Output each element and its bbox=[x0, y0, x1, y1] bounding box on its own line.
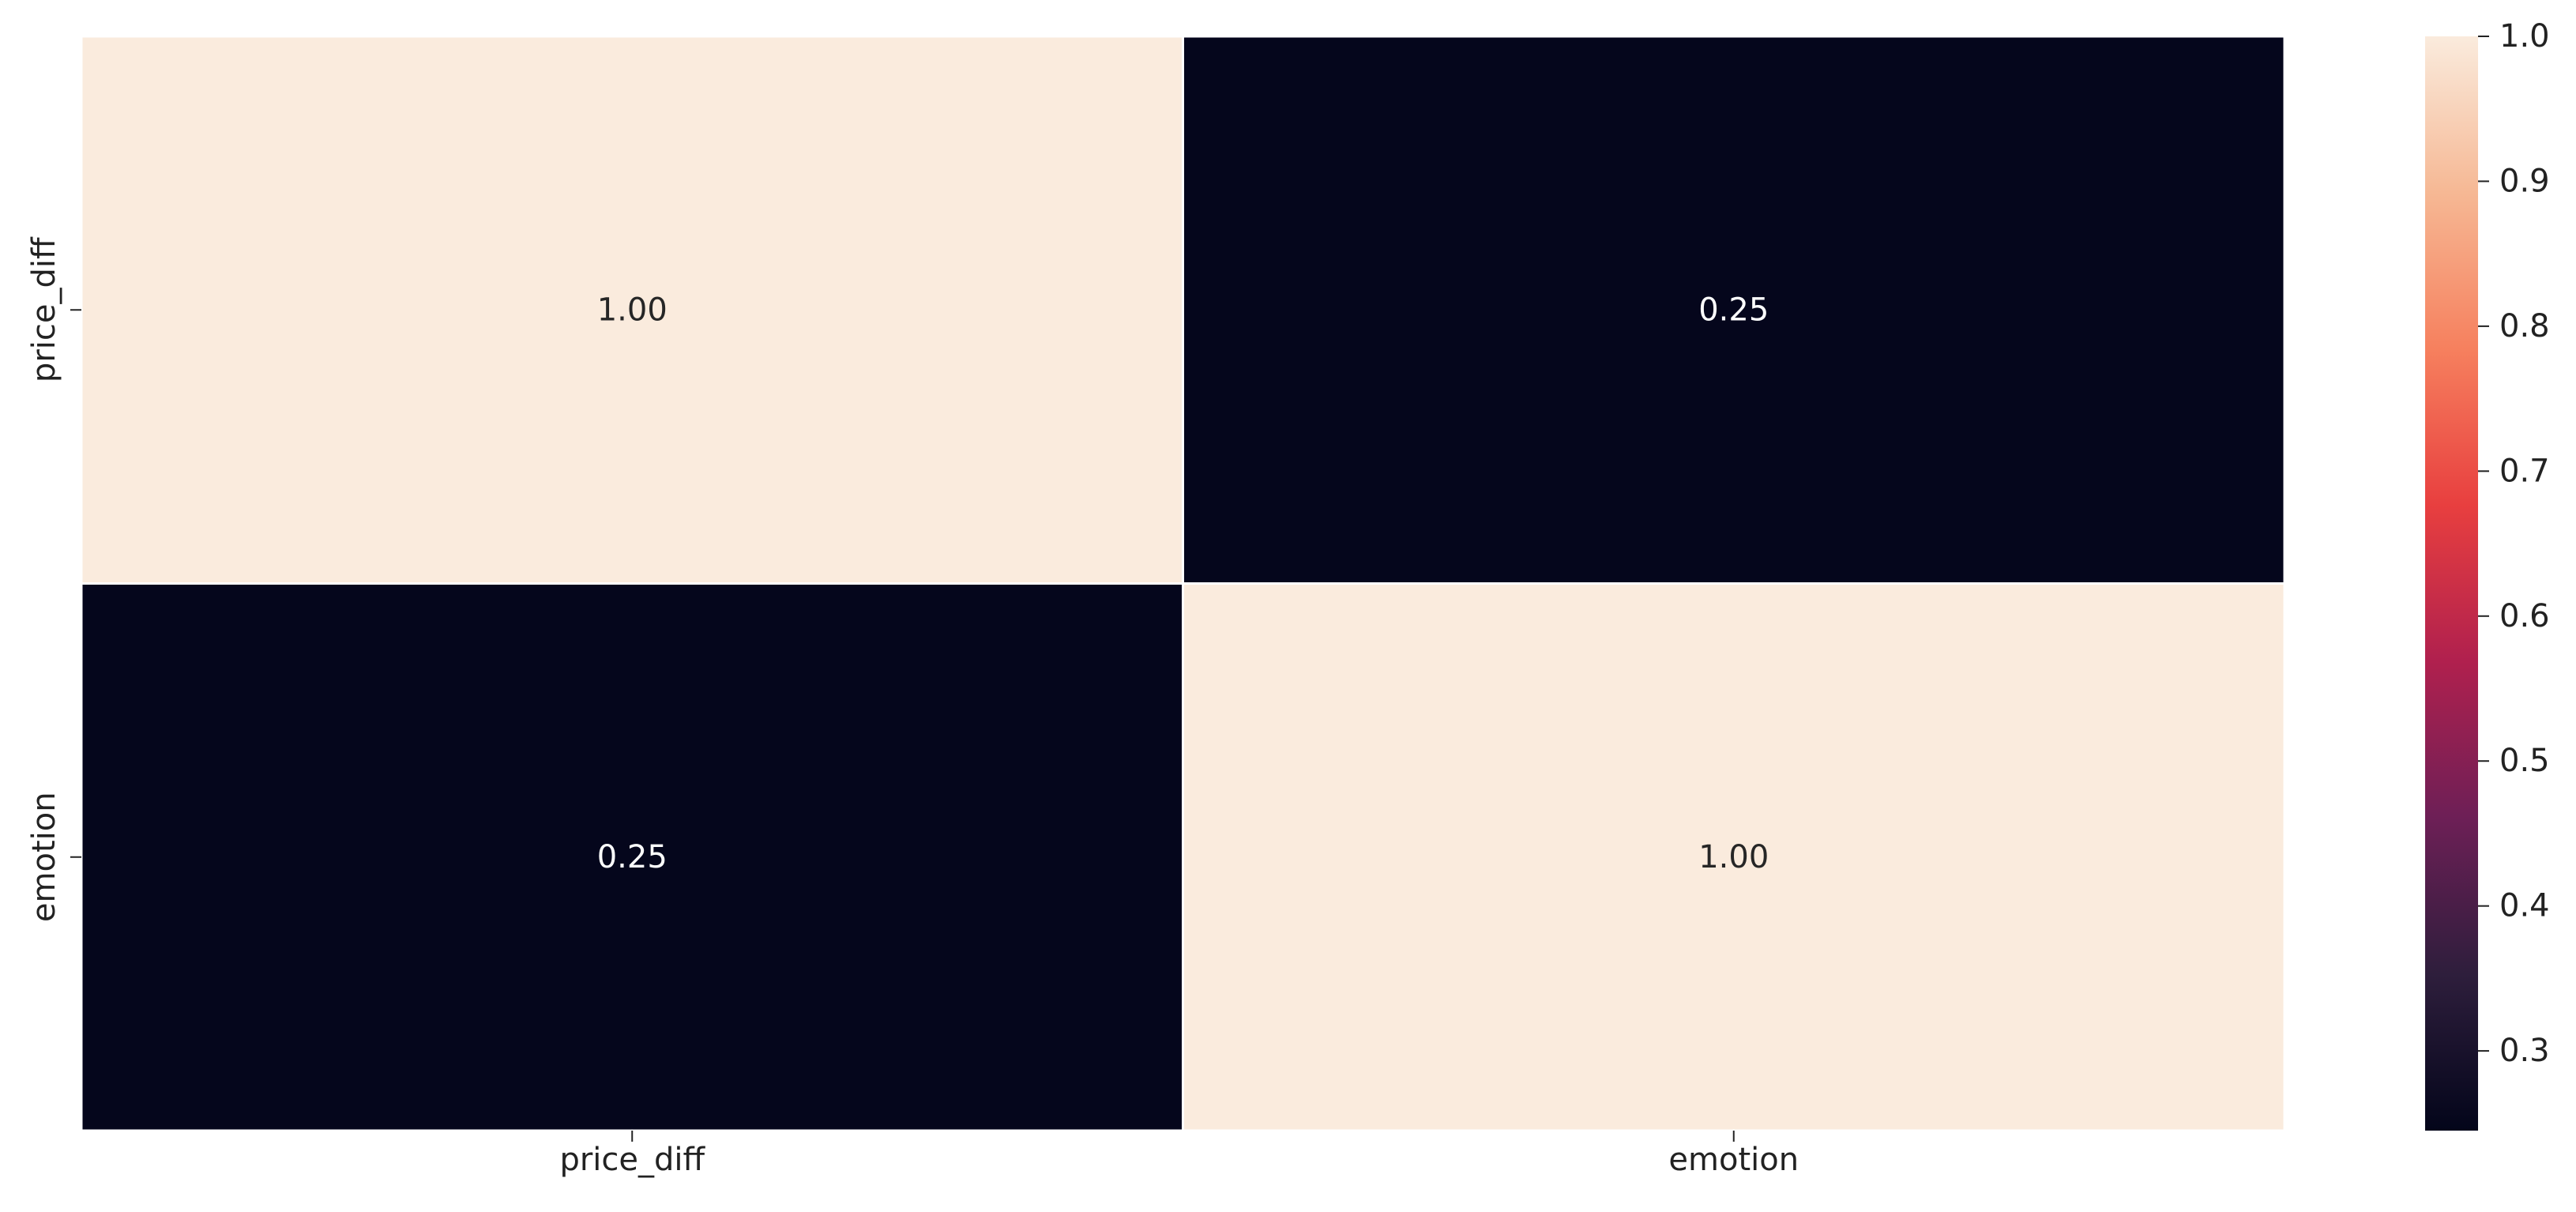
heatmap-cell-price_diff-price_diff bbox=[80, 35, 1184, 585]
heatmap-cells bbox=[80, 35, 2286, 1132]
colorbar-scale bbox=[2425, 36, 2478, 1131]
cell-value-label: 0.25 bbox=[597, 839, 668, 875]
colorbar-tick-label: 0.5 bbox=[2499, 743, 2550, 779]
cell-value-label: 1.00 bbox=[597, 292, 668, 328]
x-axis: price_diff emotion bbox=[559, 1131, 1799, 1178]
heatmap-cell-emotion-price_diff bbox=[80, 582, 1184, 1132]
cell-value-label: 1.00 bbox=[1698, 839, 1769, 875]
heatmap-cell-emotion-emotion bbox=[1182, 582, 2286, 1132]
colorbar-tick-label: 0.4 bbox=[2499, 888, 2550, 924]
colorbar-tick-label: 0.3 bbox=[2499, 1033, 2550, 1069]
colorbar-tick-label: 0.8 bbox=[2499, 308, 2550, 344]
y-tick-label: emotion bbox=[26, 792, 62, 922]
x-tick-label: price_diff bbox=[559, 1142, 705, 1178]
cell-value-label: 0.25 bbox=[1698, 292, 1769, 328]
colorbar-tick-label: 1.0 bbox=[2499, 18, 2550, 55]
colorbar-tick-label: 0.9 bbox=[2499, 163, 2550, 199]
y-tick-label: price_diff bbox=[26, 236, 62, 382]
heatmap-cell-price_diff-emotion bbox=[1182, 35, 2286, 585]
colorbar-tick-label: 0.7 bbox=[2499, 453, 2550, 489]
colorbar: 0.3 0.4 0.5 0.6 0.7 0.8 0.9 1.0 bbox=[2425, 18, 2550, 1131]
heatmap-cell-labels: 1.00 0.25 0.25 1.00 bbox=[597, 292, 1769, 875]
colorbar-tick-label: 0.6 bbox=[2499, 598, 2550, 634]
x-tick-label: emotion bbox=[1668, 1142, 1799, 1178]
